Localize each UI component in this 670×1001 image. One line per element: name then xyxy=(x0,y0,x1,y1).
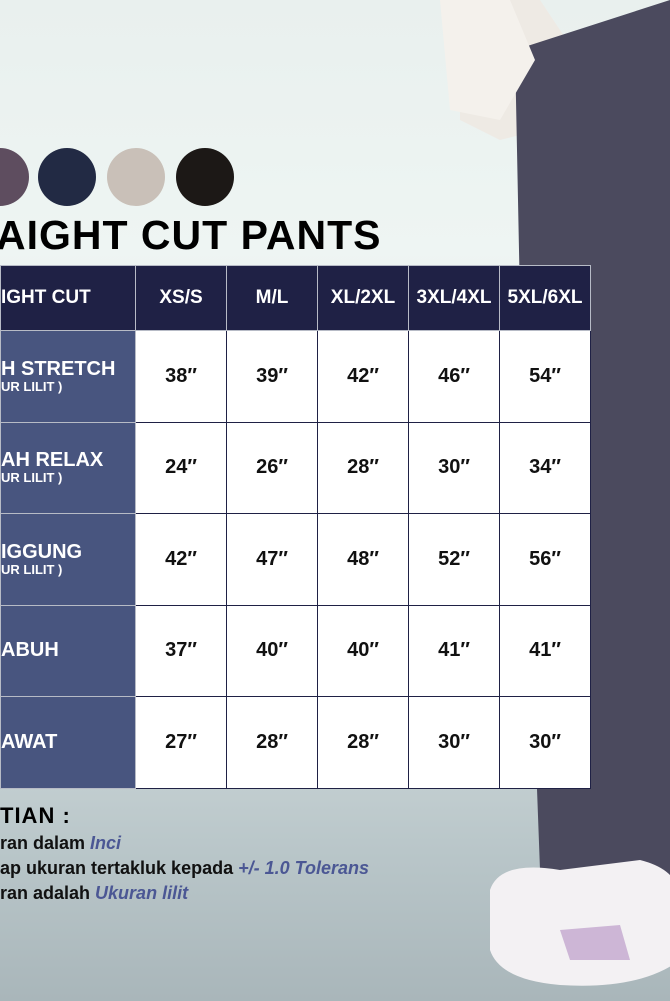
color-swatch-black xyxy=(176,148,234,206)
measurement-cell: 28″ xyxy=(317,421,409,514)
note-emphasis: +/- 1.0 Tolerans xyxy=(238,858,369,878)
row-label-text: AH RELAX xyxy=(1,449,104,472)
header-cell: XL/2XL xyxy=(317,265,409,331)
notes-heading: TIAN : xyxy=(0,803,71,828)
color-swatch-beige xyxy=(107,148,165,206)
measurement-cell: 30″ xyxy=(408,696,500,789)
row-label: ABUH xyxy=(0,604,136,697)
header-cell: XS/S xyxy=(135,265,227,331)
row-label-text: H STRETCH xyxy=(1,357,116,380)
page-title: AIGHT CUT PANTS xyxy=(0,212,382,258)
measurement-cell: 54″ xyxy=(499,330,591,423)
measurement-cell: 42″ xyxy=(317,330,409,423)
table-row: ABUH 37″ 40″ 40″ 41″ 41″ xyxy=(0,604,591,697)
measurement-cell: 30″ xyxy=(499,696,591,789)
header-cell: IGHT CUT xyxy=(0,265,136,331)
row-label: AH RELAX UR LILIT ) xyxy=(0,421,136,514)
measurement-cell: 47″ xyxy=(226,513,318,606)
measurement-cell: 28″ xyxy=(226,696,318,789)
measurement-cell: 37″ xyxy=(135,604,227,697)
note-text: ran dalam xyxy=(0,833,91,853)
measurement-cell: 41″ xyxy=(408,604,500,697)
color-swatch-purple xyxy=(0,148,29,206)
measurement-cell: 30″ xyxy=(408,421,500,514)
note-text: ap ukuran tertakluk kepada xyxy=(0,858,239,878)
measurement-cell: 24″ xyxy=(135,421,227,514)
table-header-row: IGHT CUT XS/S M/L XL/2XL 3XL/4XL 5XL/6XL xyxy=(0,265,591,331)
color-swatch-navy xyxy=(38,148,96,206)
row-label-text: AWAT xyxy=(1,730,58,753)
measurement-cell: 34″ xyxy=(499,421,591,514)
table-row: H STRETCH UR LILIT ) 38″ 39″ 42″ 46″ 54″ xyxy=(0,330,591,423)
row-label-text: IGGUNG xyxy=(1,540,83,563)
measurement-cell: 56″ xyxy=(499,513,591,606)
measurement-cell: 26″ xyxy=(226,421,318,514)
measurement-cell: 40″ xyxy=(317,604,409,697)
row-label: AWAT xyxy=(0,696,136,789)
table-row: AH RELAX UR LILIT ) 24″ 26″ 28″ 30″ 34″ xyxy=(0,421,591,514)
measurement-cell: 41″ xyxy=(499,604,591,697)
row-label: H STRETCH UR LILIT ) xyxy=(0,330,136,423)
header-cell: M/L xyxy=(226,265,318,331)
model-pants-photo xyxy=(440,0,670,986)
row-label-sub: UR LILIT ) xyxy=(1,561,63,577)
size-chart-table: IGHT CUT XS/S M/L XL/2XL 3XL/4XL 5XL/6XL… xyxy=(0,265,591,789)
row-label-sub: UR LILIT ) xyxy=(1,378,63,394)
row-label-text: ABUH xyxy=(1,639,59,662)
note-line: ap ukuran tertakluk kepada +/- 1.0 Toler… xyxy=(0,858,369,879)
header-cell: 5XL/6XL xyxy=(499,265,591,331)
notes-section: TIAN : ran dalam Inci ap ukuran tertaklu… xyxy=(0,803,369,904)
measurement-cell: 38″ xyxy=(135,330,227,423)
measurement-cell: 27″ xyxy=(135,696,227,789)
note-line: ran dalam Inci xyxy=(0,833,369,854)
measurement-cell: 42″ xyxy=(135,513,227,606)
measurement-cell: 48″ xyxy=(317,513,409,606)
note-emphasis: Inci xyxy=(90,833,122,853)
measurement-cell: 46″ xyxy=(408,330,500,423)
measurement-cell: 39″ xyxy=(226,330,318,423)
header-cell: 3XL/4XL xyxy=(408,265,500,331)
note-emphasis: Ukuran lilit xyxy=(95,883,189,903)
note-text: ran adalah xyxy=(0,883,96,903)
row-label-sub: UR LILIT ) xyxy=(1,470,63,486)
measurement-cell: 28″ xyxy=(317,696,409,789)
measurement-cell: 40″ xyxy=(226,604,318,697)
row-label: IGGUNG UR LILIT ) xyxy=(0,513,136,606)
table-row: IGGUNG UR LILIT ) 42″ 47″ 48″ 52″ 56″ xyxy=(0,513,591,606)
note-line: ran adalah Ukuran lilit xyxy=(0,883,369,904)
measurement-cell: 52″ xyxy=(408,513,500,606)
table-row: AWAT 27″ 28″ 28″ 30″ 30″ xyxy=(0,696,591,789)
